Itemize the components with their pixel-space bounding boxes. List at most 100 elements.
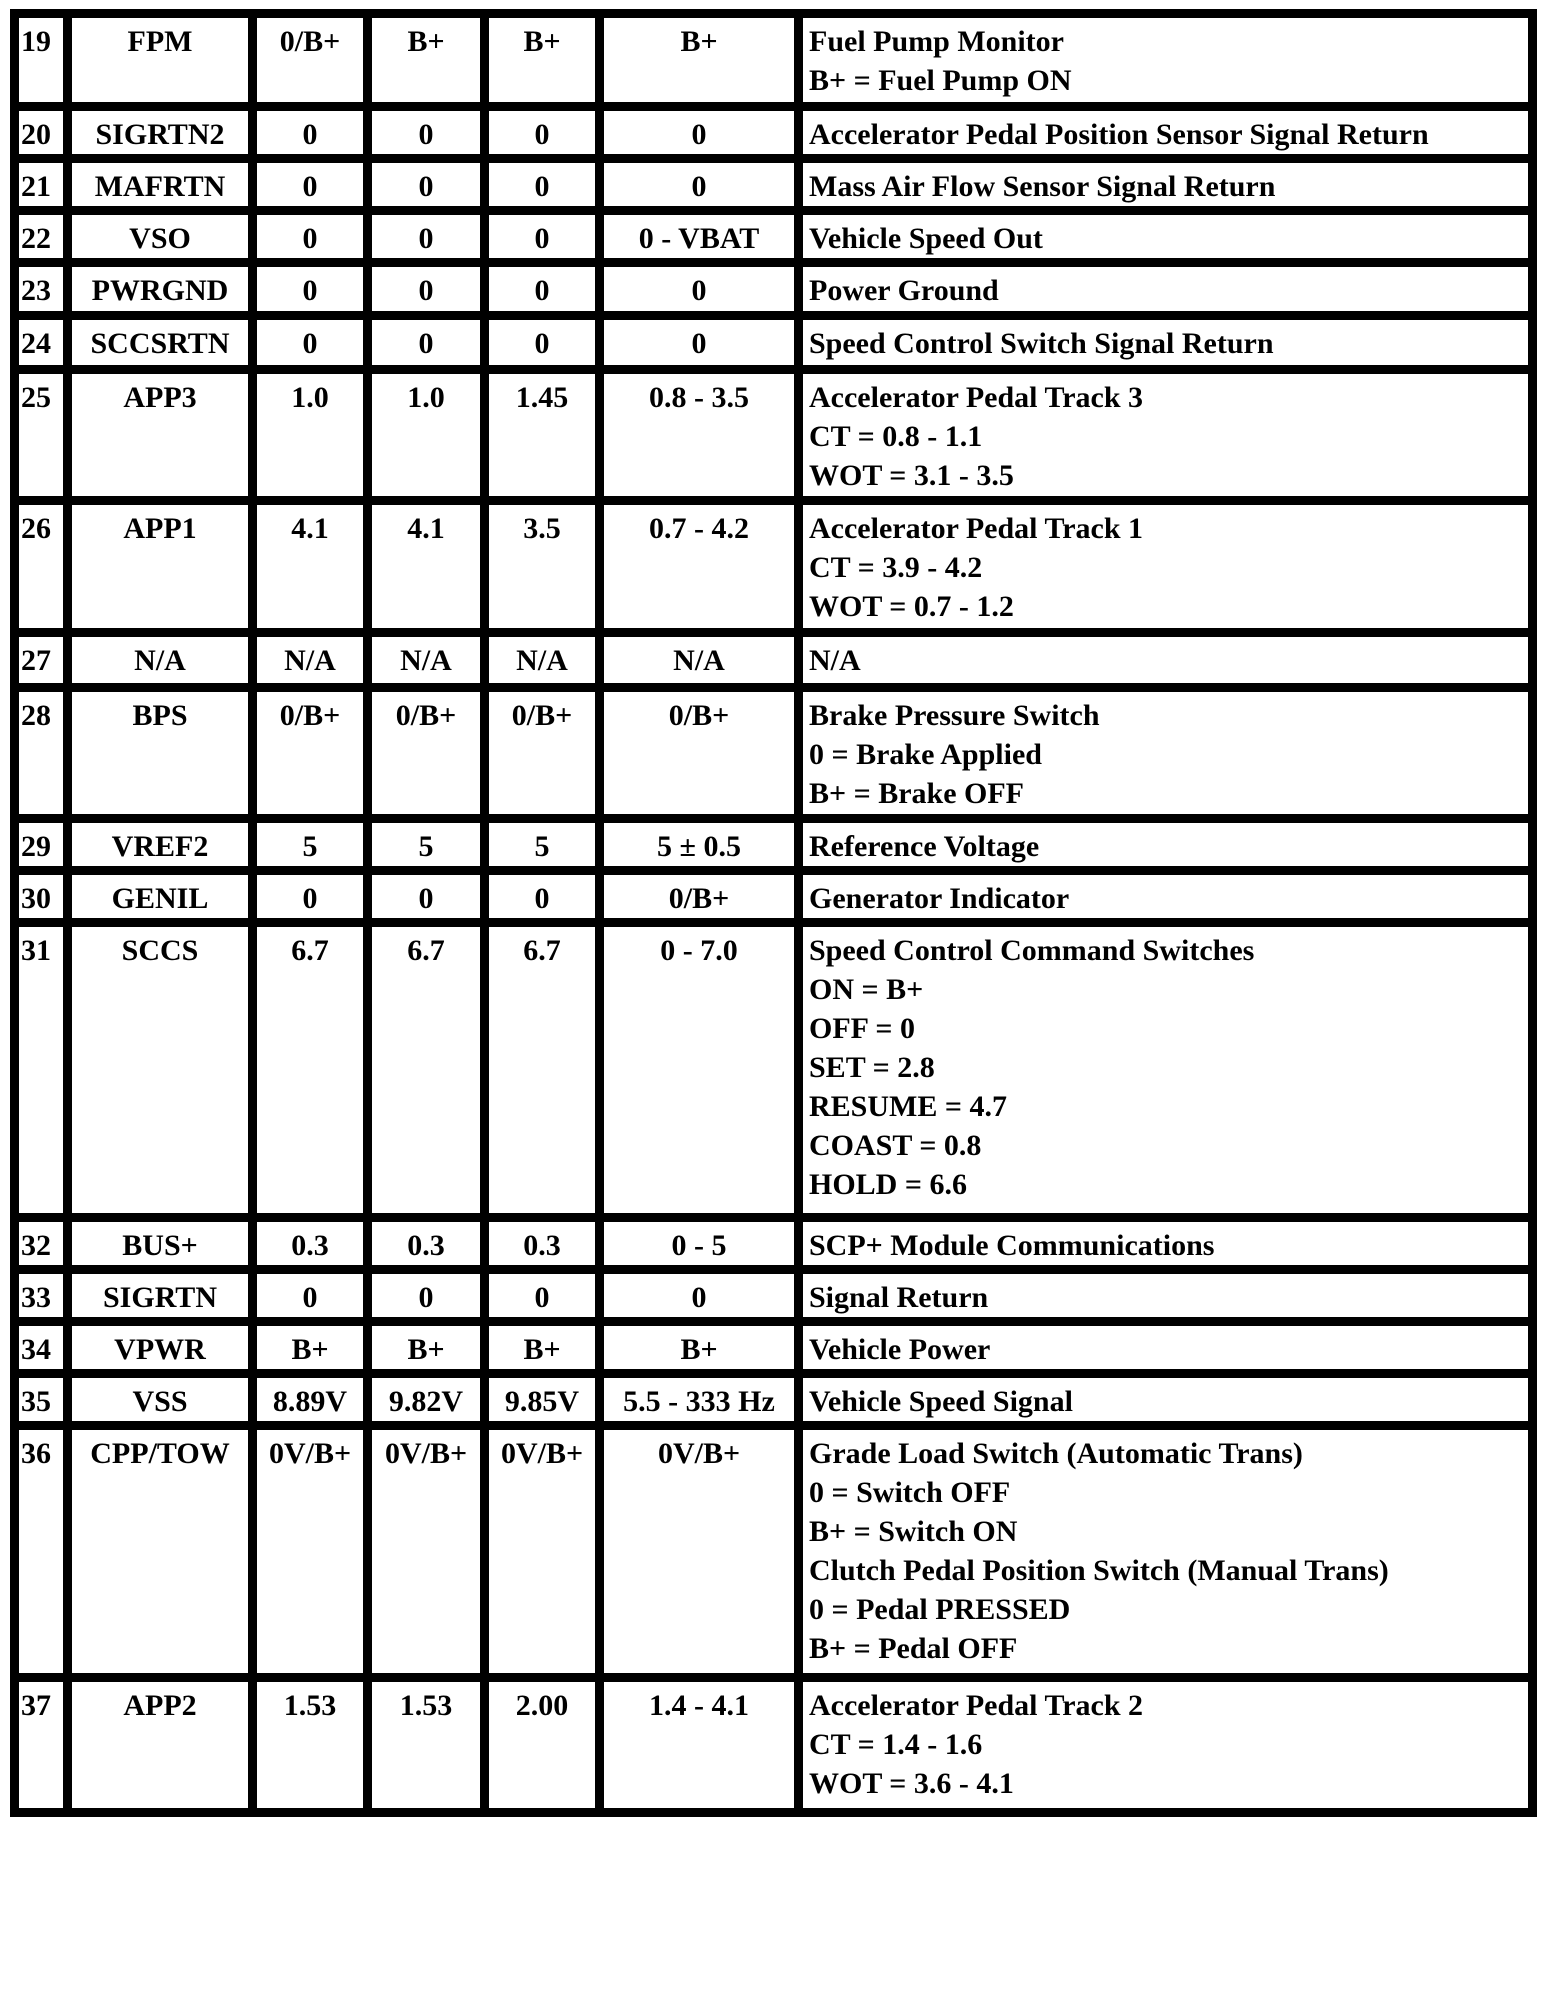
description-cell: Brake Pressure Switch 0 = Brake Applied B+…: [794, 683, 1537, 823]
table-row: 28 BPS 0/B+ 0/B+ 0/B+ 0/B+ Brake Pressure Swit…: [10, 683, 1537, 823]
description-line: OFF = 0: [809, 1012, 915, 1045]
value-cell-3: N/A: [480, 628, 604, 692]
value-cell-1: 8.89V: [248, 1369, 372, 1430]
value-range-cell: 5.5 - 333 Hz: [595, 1369, 803, 1430]
pin-cell: 31: [10, 918, 72, 1222]
table-row: 22 VSO 0 0 0 0 - VBAT Vehicle Speed Out: [10, 206, 1537, 267]
pin-cell: 35: [10, 1369, 72, 1430]
table-row: 31 SCCS 6.7 6.7 6.7 0 - 7.0 Speed Control Comm…: [10, 918, 1537, 1222]
value-cell-1: 1.53: [248, 1673, 372, 1817]
value-cell-1: 5: [248, 814, 372, 875]
pin-cell: 24: [10, 311, 72, 374]
description-line: Fuel Pump Monitor: [809, 25, 1064, 58]
value-cell-3: 6.7: [480, 918, 604, 1222]
description-cell: Mass Air Flow Sensor Signal Return: [794, 154, 1537, 215]
description-line: WOT = 0.7 - 1.2: [809, 590, 1014, 623]
signal-name-cell: CPP/TOW: [63, 1421, 257, 1682]
value-cell-3: 0: [480, 866, 604, 927]
pin-cell: 36: [10, 1421, 72, 1682]
description-line: Accelerator Pedal Position Sensor Signal…: [809, 118, 1429, 151]
description-cell: Grade Load Switch (Automatic Trans) 0 = S…: [794, 1421, 1537, 1682]
value-cell-1: 0: [248, 154, 372, 215]
signal-name-cell: APP3: [63, 365, 257, 505]
value-cell-3: 0: [480, 154, 604, 215]
signal-name-cell: MAFRTN: [63, 154, 257, 215]
description-line: Mass Air Flow Sensor Signal Return: [809, 170, 1276, 203]
description-cell: Power Ground: [794, 258, 1537, 320]
table-row: 23 PWRGND 0 0 0 0 Power Ground: [10, 258, 1537, 320]
description-cell: Accelerator Pedal Track 3 CT = 0.8 - 1.1 W…: [794, 365, 1537, 505]
value-cell-2: 1.0: [363, 365, 489, 505]
value-cell-2: 0/B+: [363, 683, 489, 823]
value-cell-1: 1.0: [248, 365, 372, 505]
signal-name-cell: APP2: [63, 1673, 257, 1817]
description-line: B+ = Fuel Pump ON: [809, 64, 1072, 97]
description-cell: N/A: [794, 628, 1537, 692]
description-line: Speed Control Command Switches: [809, 934, 1255, 967]
value-cell-3: 3.5: [480, 496, 604, 637]
description-cell: Generator Indicator: [794, 866, 1537, 927]
description-line: Clutch Pedal Position Switch (Manual Tra…: [809, 1554, 1389, 1587]
value-cell-1: 0: [248, 1265, 372, 1326]
description-line: B+ = Pedal OFF: [809, 1632, 1018, 1665]
description-line: CT = 1.4 - 1.6: [809, 1728, 983, 1761]
description-cell: Fuel Pump Monitor B+ = Fuel Pump ON: [794, 9, 1537, 111]
value-cell-1: 0/B+: [248, 683, 372, 823]
value-cell-2: 0: [363, 206, 489, 267]
description-cell: Reference Voltage: [794, 814, 1537, 875]
value-cell-3: 0: [480, 258, 604, 320]
table-row: 30 GENIL 0 0 0 0/B+ Generator Indicator: [10, 866, 1537, 927]
value-cell-3: B+: [480, 9, 604, 111]
description-cell: Speed Control Command Switches ON = B+ OFF…: [794, 918, 1537, 1222]
description-line: CT = 0.8 - 1.1: [809, 420, 983, 453]
value-cell-3: 0: [480, 311, 604, 374]
value-range-cell: 1.4 - 4.1: [595, 1673, 803, 1817]
description-line: Accelerator Pedal Track 2: [809, 1689, 1144, 1722]
pin-cell: 30: [10, 866, 72, 927]
description-cell: Vehicle Power: [794, 1317, 1537, 1378]
table-row: 37 APP2 1.53 1.53 2.00 1.4 - 4.1 Accelerator P…: [10, 1673, 1537, 1817]
signal-name-cell: VREF2: [63, 814, 257, 875]
description-line: Generator Indicator: [809, 882, 1070, 915]
description-line: WOT = 3.6 - 4.1: [809, 1767, 1014, 1800]
description-line: Vehicle Speed Out: [809, 222, 1043, 255]
value-cell-2: 0: [363, 866, 489, 927]
signal-name-cell: BUS+: [63, 1213, 257, 1274]
pin-cell: 28: [10, 683, 72, 823]
description-line: ON = B+: [809, 973, 924, 1006]
description-cell: Accelerator Pedal Position Sensor Signal…: [794, 102, 1537, 163]
description-line: Grade Load Switch (Automatic Trans): [809, 1437, 1303, 1470]
description-line: HOLD = 6.6: [809, 1168, 967, 1201]
description-line: 0 = Pedal PRESSED: [809, 1593, 1071, 1626]
value-cell-2: B+: [363, 1317, 489, 1378]
table-row: 25 APP3 1.0 1.0 1.45 0.8 - 3.5 Accelerator Ped…: [10, 365, 1537, 505]
value-cell-3: 9.85V: [480, 1369, 604, 1430]
value-range-cell: 0/B+: [595, 683, 803, 823]
table-row: 33 SIGRTN 0 0 0 0 Signal Return: [10, 1265, 1537, 1326]
value-cell-1: 0.3: [248, 1213, 372, 1274]
signal-name-cell: FPM: [63, 9, 257, 111]
description-line: Brake Pressure Switch: [809, 699, 1100, 732]
description-line: COAST = 0.8: [809, 1129, 982, 1162]
description-line: CT = 3.9 - 4.2: [809, 551, 983, 584]
value-cell-2: 4.1: [363, 496, 489, 637]
table-row: 27 N/A N/A N/A N/A N/A N/A: [10, 628, 1537, 692]
value-cell-2: 0V/B+: [363, 1421, 489, 1682]
value-range-cell: 0: [595, 102, 803, 163]
value-cell-2: 0: [363, 1265, 489, 1326]
value-cell-1: 0: [248, 258, 372, 320]
pinout-table: 19 FPM 0/B+ B+ B+ B+ Fuel Pump Monitor B+ = Fue…: [10, 9, 1537, 1817]
value-range-cell: 0/B+: [595, 866, 803, 927]
value-cell-1: 0: [248, 311, 372, 374]
value-cell-3: 0: [480, 206, 604, 267]
pinout-table-body: 19 FPM 0/B+ B+ B+ B+ Fuel Pump Monitor B+ = Fue…: [10, 9, 1537, 1817]
value-range-cell: 0: [595, 311, 803, 374]
value-range-cell: 0 - 5: [595, 1213, 803, 1274]
signal-name-cell: PWRGND: [63, 258, 257, 320]
value-cell-3: 0: [480, 102, 604, 163]
value-range-cell: 0.8 - 3.5: [595, 365, 803, 505]
table-row: 34 VPWR B+ B+ B+ B+ Vehicle Power: [10, 1317, 1537, 1378]
value-cell-1: 0: [248, 866, 372, 927]
value-cell-1: 6.7: [248, 918, 372, 1222]
signal-name-cell: N/A: [63, 628, 257, 692]
